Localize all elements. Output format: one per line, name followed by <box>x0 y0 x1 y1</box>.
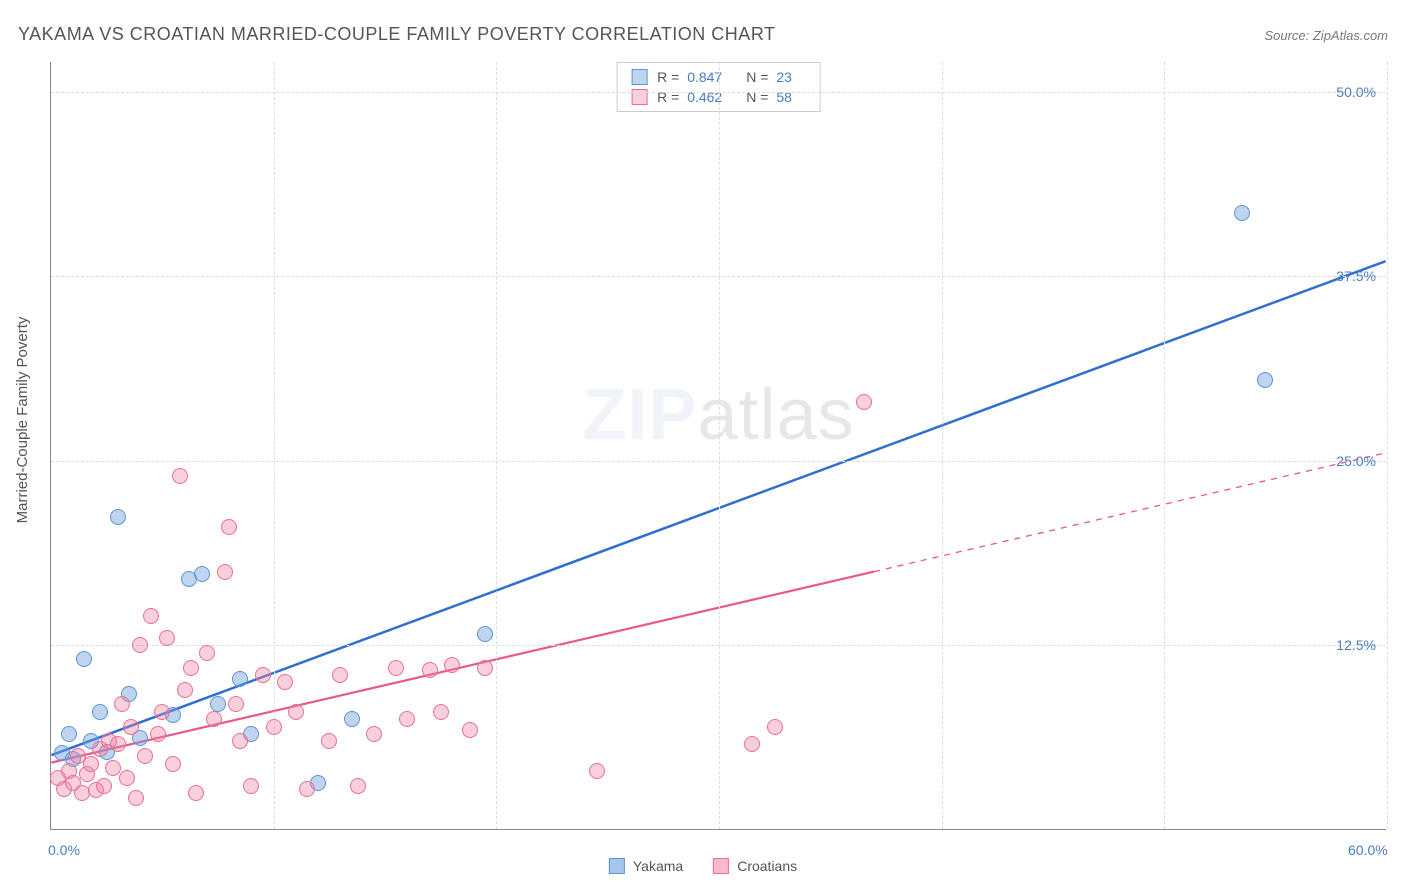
gridline-v <box>274 62 275 829</box>
y-axis-title: Married-Couple Family Poverty <box>14 317 31 524</box>
legend-label: Yakama <box>633 858 683 874</box>
scatter-dot <box>188 785 204 801</box>
bottom-legend: Yakama Croatians <box>609 858 797 874</box>
scatter-dot <box>128 790 144 806</box>
source-label: Source: ZipAtlas.com <box>1264 28 1388 43</box>
scatter-dot <box>255 667 271 683</box>
scatter-dot <box>119 770 135 786</box>
scatter-dot <box>332 667 348 683</box>
gridline-v <box>719 62 720 829</box>
scatter-dot <box>194 566 210 582</box>
scatter-dot <box>217 564 233 580</box>
scatter-dot <box>76 651 92 667</box>
scatter-dot <box>477 660 493 676</box>
y-tick-label: 25.0% <box>1336 453 1376 469</box>
y-tick-label: 50.0% <box>1336 84 1376 100</box>
scatter-dot <box>232 671 248 687</box>
scatter-dot <box>589 763 605 779</box>
scatter-dot <box>444 657 460 673</box>
y-tick-label: 12.5% <box>1336 637 1376 653</box>
gridline-v <box>1164 62 1165 829</box>
scatter-dot <box>150 726 166 742</box>
scatter-dot <box>165 756 181 772</box>
scatter-dot <box>61 726 77 742</box>
scatter-dot <box>366 726 382 742</box>
scatter-dot <box>1257 372 1273 388</box>
scatter-dot <box>96 778 112 794</box>
scatter-dot <box>228 696 244 712</box>
scatter-dot <box>477 626 493 642</box>
scatter-dot <box>288 704 304 720</box>
x-tick-label: 60.0% <box>1348 842 1388 858</box>
scatter-dot <box>183 660 199 676</box>
scatter-dot <box>399 711 415 727</box>
scatter-dot <box>154 704 170 720</box>
scatter-dot <box>210 696 226 712</box>
scatter-dot <box>92 704 108 720</box>
scatter-dot <box>221 519 237 535</box>
scatter-dot <box>266 719 282 735</box>
scatter-dot <box>462 722 478 738</box>
scatter-dot <box>422 662 438 678</box>
scatter-dot <box>199 645 215 661</box>
legend-swatch <box>609 858 625 874</box>
scatter-dot <box>114 696 130 712</box>
scatter-dot <box>159 630 175 646</box>
scatter-dot <box>388 660 404 676</box>
plot-area: ZIPatlas R = 0.847N = 23R = 0.462N = 58 … <box>50 62 1386 830</box>
scatter-dot <box>83 756 99 772</box>
legend-item: Croatians <box>713 858 797 874</box>
gridline-v <box>942 62 943 829</box>
scatter-dot <box>321 733 337 749</box>
scatter-dot <box>1234 205 1250 221</box>
scatter-dot <box>433 704 449 720</box>
y-tick-label: 37.5% <box>1336 268 1376 284</box>
scatter-dot <box>767 719 783 735</box>
scatter-dot <box>110 509 126 525</box>
scatter-dot <box>137 748 153 764</box>
gridline-v <box>1387 62 1388 829</box>
scatter-dot <box>744 736 760 752</box>
scatter-dot <box>856 394 872 410</box>
scatter-dot <box>243 778 259 794</box>
scatter-dot <box>123 719 139 735</box>
scatter-dot <box>143 608 159 624</box>
scatter-dot <box>206 711 222 727</box>
scatter-dot <box>110 736 126 752</box>
scatter-dot <box>344 711 360 727</box>
scatter-dot <box>299 781 315 797</box>
chart-title: YAKAMA VS CROATIAN MARRIED-COUPLE FAMILY… <box>18 24 775 45</box>
scatter-dot <box>172 468 188 484</box>
scatter-dot <box>350 778 366 794</box>
legend-item: Yakama <box>609 858 683 874</box>
legend-swatch <box>713 858 729 874</box>
legend-label: Croatians <box>737 858 797 874</box>
x-tick-label: 0.0% <box>48 842 80 858</box>
scatter-dot <box>277 674 293 690</box>
scatter-dot <box>232 733 248 749</box>
scatter-dot <box>132 637 148 653</box>
scatter-dot <box>177 682 193 698</box>
legend-swatch <box>631 69 647 85</box>
gridline-v <box>496 62 497 829</box>
